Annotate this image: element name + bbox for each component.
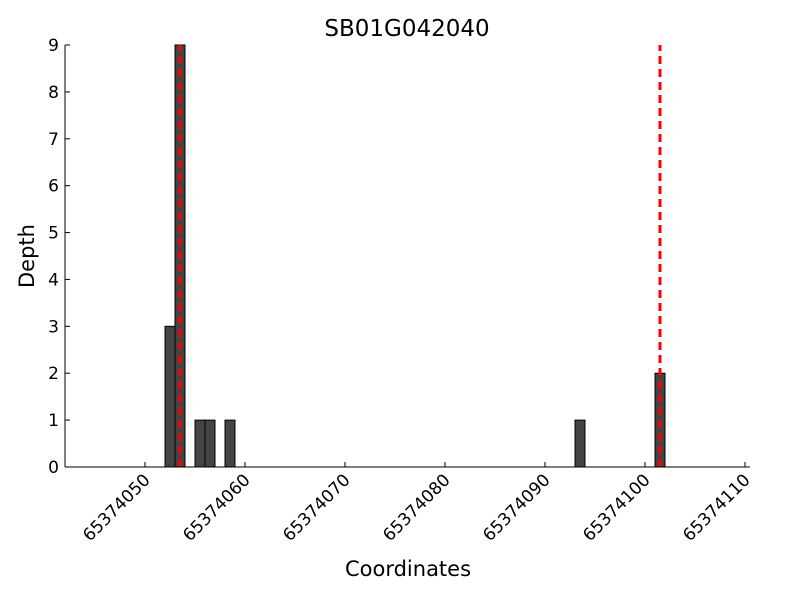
bar bbox=[574, 419, 586, 468]
y-tick-label: 3 bbox=[48, 317, 59, 337]
bar bbox=[194, 419, 206, 468]
bar bbox=[224, 419, 236, 468]
y-tick-label: 7 bbox=[48, 130, 59, 150]
y-tick-label: 1 bbox=[48, 411, 59, 431]
y-axis-label: Depth bbox=[15, 224, 39, 288]
y-tick-label: 2 bbox=[48, 364, 59, 384]
x-tick-label: 65374100 bbox=[579, 470, 654, 545]
bar bbox=[204, 419, 216, 468]
x-tick-label: 65374090 bbox=[479, 470, 554, 545]
y-tick-label: 8 bbox=[48, 83, 59, 103]
x-tick-label: 65374060 bbox=[179, 470, 254, 545]
y-tick-label: 4 bbox=[48, 270, 59, 290]
y-tick-label: 0 bbox=[48, 458, 59, 478]
x-axis-label: Coordinates bbox=[345, 557, 471, 581]
x-tick-label: 65374080 bbox=[379, 470, 454, 545]
y-tick-label: 6 bbox=[48, 177, 59, 197]
y-tick-label: 9 bbox=[48, 36, 59, 56]
x-tick-label: 65374070 bbox=[279, 470, 354, 545]
bar bbox=[164, 325, 176, 468]
chart-title: SB01G042040 bbox=[324, 16, 489, 42]
x-tick-label: 65374110 bbox=[679, 470, 754, 545]
x-tick-label: 65374050 bbox=[79, 470, 154, 545]
y-tick-label: 5 bbox=[48, 224, 59, 244]
